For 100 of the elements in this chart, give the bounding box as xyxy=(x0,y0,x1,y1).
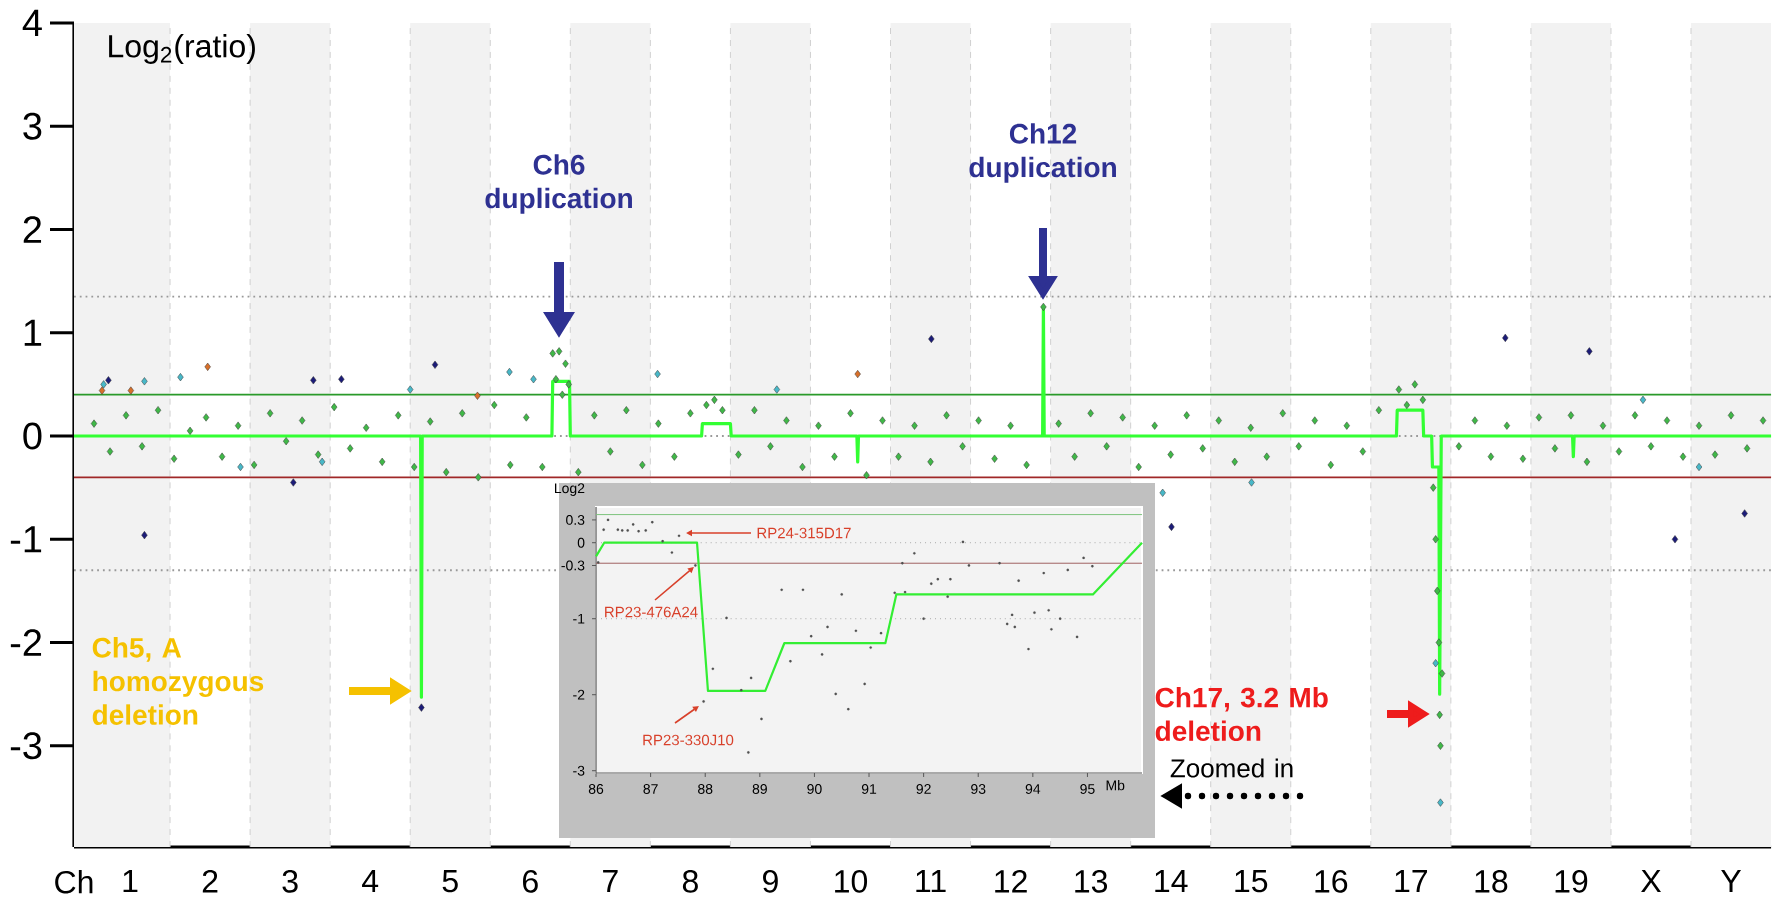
point xyxy=(407,385,414,394)
point xyxy=(780,588,783,592)
point xyxy=(725,616,728,620)
point xyxy=(1695,462,1703,472)
x-tick-label: 95 xyxy=(1080,784,1095,794)
point xyxy=(1168,522,1175,531)
point xyxy=(946,595,949,598)
point xyxy=(747,751,750,754)
y-tick-label: -1 xyxy=(573,613,585,624)
y-tick-label: -0.3 xyxy=(561,560,585,571)
point xyxy=(631,523,635,526)
x-axis-title: Ch xyxy=(55,870,93,894)
annotation: RP23-476A24 xyxy=(605,606,698,618)
point xyxy=(1005,622,1009,626)
x-tick-label: 89 xyxy=(752,784,767,794)
y-tick-label: 0 xyxy=(577,537,585,548)
x-tick-label: 2 xyxy=(202,870,218,893)
x-tick-label: 12 xyxy=(995,870,1027,893)
x-tick-label: 9 xyxy=(763,870,778,893)
point xyxy=(863,682,866,686)
point xyxy=(1027,647,1030,651)
point xyxy=(204,362,211,371)
point xyxy=(1248,478,1255,487)
point xyxy=(654,370,661,379)
point xyxy=(1159,488,1166,497)
point xyxy=(141,531,148,540)
point xyxy=(694,564,697,567)
point xyxy=(474,391,481,400)
y-axis-title: Log2 xyxy=(554,483,585,496)
x-tick-label: 13 xyxy=(1075,870,1108,893)
point xyxy=(1091,564,1094,568)
point xyxy=(1050,628,1053,631)
y-tick-label: 4 xyxy=(22,9,42,37)
point xyxy=(1586,347,1593,356)
point xyxy=(127,386,134,395)
y-tick-label: -1 xyxy=(10,526,42,553)
point xyxy=(1671,535,1679,544)
y-tick-label: 2 xyxy=(23,216,42,243)
point xyxy=(749,676,753,680)
point xyxy=(626,529,629,532)
x-tick-label: 94 xyxy=(1025,784,1041,794)
point xyxy=(606,518,610,522)
point xyxy=(711,667,715,671)
point xyxy=(1042,571,1046,575)
point xyxy=(820,653,824,656)
point xyxy=(530,375,537,384)
point xyxy=(903,590,907,594)
annotation: Ch5, A homozygous deletion xyxy=(92,637,264,725)
point xyxy=(928,334,935,343)
x-tick-label: 10 xyxy=(835,870,868,893)
point xyxy=(596,561,600,564)
point xyxy=(418,703,425,712)
y-tick-label: -2 xyxy=(573,689,585,700)
point xyxy=(141,377,148,386)
point xyxy=(1047,609,1050,612)
point xyxy=(1432,659,1439,668)
y-tick-label: 1 xyxy=(24,319,42,346)
point xyxy=(431,360,439,369)
point xyxy=(1010,613,1014,617)
y-tick-label: 0.3 xyxy=(566,514,585,525)
point xyxy=(644,529,648,532)
point xyxy=(650,520,654,524)
x-tick-label: X xyxy=(1641,870,1661,893)
point xyxy=(809,634,813,638)
x-tick-label: 93 xyxy=(971,784,986,794)
point xyxy=(1082,556,1085,560)
x-tick-label: 86 xyxy=(588,784,604,794)
point xyxy=(1075,635,1079,639)
point xyxy=(998,561,1001,565)
point xyxy=(98,386,106,395)
point xyxy=(739,688,743,692)
point xyxy=(913,552,916,555)
y-axis-title: Log$_{2}$(ratio) xyxy=(109,34,255,64)
x-tick-label: 8 xyxy=(682,870,698,893)
x-tick-label: 87 xyxy=(643,784,658,794)
point xyxy=(854,370,861,379)
x-tick-label: 4 xyxy=(362,870,379,893)
x-tick-label: 17 xyxy=(1395,870,1428,893)
point xyxy=(929,582,933,586)
x-tick-label: 5 xyxy=(442,870,458,893)
annotation: RP24-315D17 xyxy=(757,527,851,539)
point xyxy=(840,593,844,596)
point xyxy=(893,591,896,595)
annotation: Zoomed in xyxy=(1170,758,1293,778)
point xyxy=(319,457,326,466)
x-tick-label: 3 xyxy=(282,870,298,893)
x-tick-label: 90 xyxy=(807,784,822,794)
point xyxy=(1033,611,1036,614)
x-tick-label: 6 xyxy=(523,870,538,893)
point xyxy=(1502,333,1509,342)
x-tick-label: 91 xyxy=(861,784,877,794)
point xyxy=(936,577,940,581)
x-tick-label: 19 xyxy=(1555,870,1588,893)
point xyxy=(237,462,244,472)
point xyxy=(637,530,640,533)
x-tick-label: 88 xyxy=(698,784,713,794)
y-tick-label: 0 xyxy=(23,422,42,450)
point xyxy=(879,631,883,635)
point xyxy=(677,534,681,538)
point xyxy=(661,539,664,543)
